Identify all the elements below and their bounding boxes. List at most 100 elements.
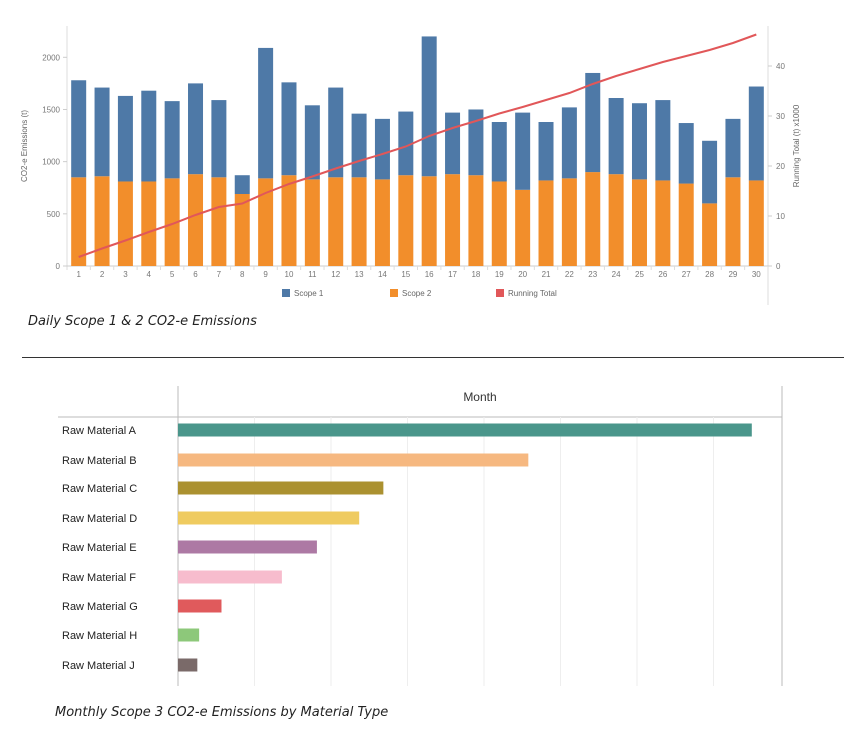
scope2-bar: [258, 178, 274, 266]
x-tick-label: 10: [285, 270, 294, 279]
row-label: Raw Material C: [62, 483, 137, 495]
x-tick-label: 2: [100, 270, 105, 279]
scope1-bar: [445, 112, 461, 175]
x-tick-label: 25: [635, 270, 644, 279]
scope2-bar: [398, 175, 414, 266]
scope2-bar: [725, 177, 741, 266]
material-bar: [178, 599, 222, 613]
material-bar: [178, 511, 360, 525]
scope1-bar: [608, 98, 624, 175]
scope2-bar: [211, 177, 227, 266]
legend-label: Running Total: [508, 289, 557, 298]
x-tick-label: 6: [193, 270, 198, 279]
material-bar: [178, 481, 384, 495]
scope2-bar: [678, 183, 694, 266]
scope1-bar: [351, 113, 367, 178]
scope1-bar: [725, 118, 741, 178]
material-bar: [178, 423, 752, 437]
scope1-bar: [141, 90, 157, 182]
legend-swatch: [390, 289, 398, 297]
x-tick-label: 8: [240, 270, 245, 279]
x-tick-label: 17: [448, 270, 457, 279]
scope2-bar: [141, 181, 157, 266]
scope2-bar: [234, 194, 250, 266]
scope1-bar: [211, 100, 227, 178]
material-bar: [178, 540, 317, 554]
scope2-bar: [445, 174, 461, 266]
scope2-bar: [117, 181, 133, 266]
row-label: Raw Material B: [62, 455, 137, 467]
scope1-bar: [188, 83, 204, 175]
material-bar: [178, 453, 529, 467]
scope1-bar: [702, 140, 718, 204]
x-tick-label: 15: [401, 270, 410, 279]
scope2-bar: [421, 176, 437, 266]
x-tick-label: 30: [752, 270, 761, 279]
scope2-bar: [328, 177, 344, 266]
x-tick-label: 16: [425, 270, 434, 279]
scope1-bar: [374, 118, 390, 180]
x-tick-label: 11: [308, 270, 317, 279]
x-tick-label: 24: [612, 270, 621, 279]
scope1-bar: [468, 109, 484, 176]
scope1-bar: [515, 112, 531, 190]
material-bar: [178, 658, 198, 672]
scope2-bar: [94, 176, 110, 266]
column-header: Month: [463, 390, 496, 404]
section-divider: [22, 357, 844, 358]
x-tick-label: 9: [263, 270, 268, 279]
scope1-bar: [585, 72, 601, 173]
y2-tick-label: 10: [776, 212, 785, 221]
y-tick-label: 500: [47, 210, 61, 219]
x-tick-label: 12: [331, 270, 340, 279]
scope1-bar: [258, 47, 274, 179]
scope2-bar: [702, 203, 718, 266]
scope2-bar: [515, 189, 531, 266]
scope2-bar: [71, 177, 87, 266]
scope2-bar: [468, 175, 484, 266]
y2-tick-label: 20: [776, 162, 785, 171]
y-tick-label: 2000: [42, 53, 60, 62]
y-tick-label: 0: [56, 262, 61, 271]
y2-tick-label: 30: [776, 112, 785, 121]
x-tick-label: 27: [682, 270, 691, 279]
y2-tick-label: 40: [776, 62, 785, 71]
y2-tick-label: 0: [776, 262, 781, 271]
scope1-bar: [655, 100, 671, 181]
y2-axis-title: Running Total (t) x1000: [792, 104, 801, 187]
material-bar: [178, 570, 282, 584]
scope2-bar: [188, 174, 204, 266]
x-tick-label: 1: [76, 270, 81, 279]
scope2-bar: [561, 178, 577, 266]
scope1-bar: [398, 111, 414, 176]
x-tick-label: 23: [588, 270, 597, 279]
row-label: Raw Material D: [62, 513, 137, 525]
x-tick-label: 20: [518, 270, 527, 279]
x-tick-label: 4: [147, 270, 152, 279]
scope1-bar: [117, 95, 133, 182]
legend-swatch: [282, 289, 290, 297]
legend-swatch: [496, 289, 504, 297]
y-tick-label: 1500: [42, 105, 60, 114]
row-label: Raw Material J: [62, 660, 135, 672]
row-label: Raw Material H: [62, 630, 137, 642]
scope1-bar: [538, 122, 554, 181]
x-tick-label: 13: [355, 270, 364, 279]
x-tick-label: 22: [565, 270, 574, 279]
x-tick-label: 26: [658, 270, 667, 279]
scope1-bar: [748, 86, 764, 181]
scope1-bar: [164, 101, 180, 179]
scope2-bar: [631, 179, 647, 266]
scope1-bar: [234, 175, 250, 194]
scope1-bar: [421, 36, 437, 177]
row-label: Raw Material G: [62, 601, 138, 613]
x-tick-label: 5: [170, 270, 175, 279]
legend-label: Scope 1: [294, 289, 324, 298]
scope2-bar: [281, 175, 297, 266]
row-label: Raw Material E: [62, 542, 137, 554]
x-tick-label: 18: [471, 270, 480, 279]
scope2-bar: [538, 180, 554, 266]
scope1-bar: [281, 82, 297, 176]
monthly-material-chart: Month Raw Material A Raw Material B Raw Mat…: [58, 386, 783, 686]
scope2-bar: [351, 177, 367, 266]
